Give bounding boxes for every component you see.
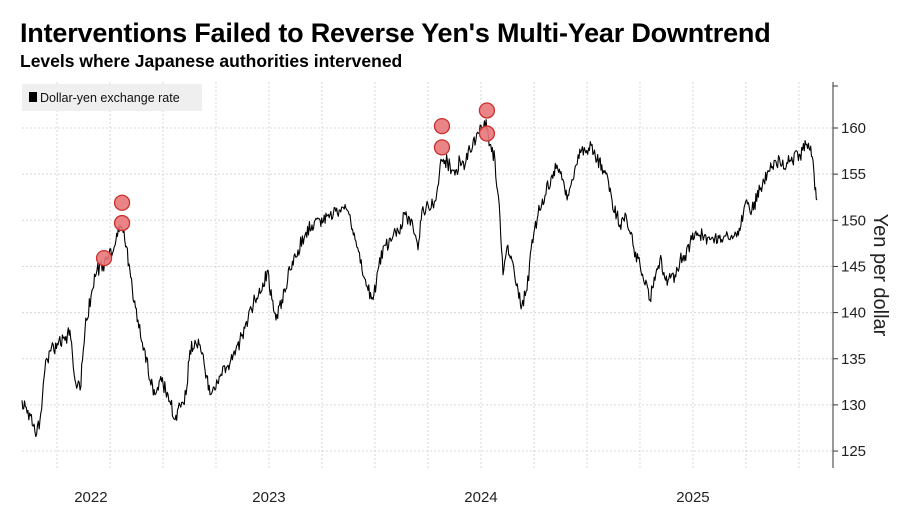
x-tick-label: 2023 (252, 489, 285, 506)
legend: Dollar-yen exchange rate (22, 84, 202, 111)
y-tick-label: 140 (841, 305, 866, 322)
y-tick-label: 135 (841, 351, 866, 368)
intervention-marker (478, 125, 496, 142)
legend-box (22, 84, 202, 111)
x-tick-label: 2022 (74, 489, 107, 506)
intervention-marker (95, 249, 113, 267)
intervention-marker (478, 102, 496, 119)
x-tick-label: 2024 (464, 489, 497, 506)
intervention-marker (433, 118, 451, 135)
intervention-marker (113, 194, 131, 211)
y-tick-label: 150 (841, 212, 866, 229)
y-axis-label: Yen per dollar (869, 214, 891, 337)
dollar-yen-line (21, 119, 818, 438)
legend-label: Dollar-yen exchange rate (40, 91, 180, 105)
chart-title: Interventions Failed to Reverse Yen's Mu… (20, 18, 771, 48)
y-tick-label: 145 (841, 258, 866, 275)
intervention-marker (113, 214, 131, 232)
legend-swatch (29, 92, 37, 102)
intervention-marker (433, 139, 451, 156)
y-tick-label: 125 (841, 443, 866, 460)
y-tick-label: 130 (841, 397, 866, 414)
x-tick-label: 2025 (676, 489, 709, 506)
y-tick-label: 160 (841, 120, 866, 137)
y-tick-label: 155 (841, 166, 866, 183)
chart-subtitle: Levels where Japanese authorities interv… (20, 51, 403, 71)
